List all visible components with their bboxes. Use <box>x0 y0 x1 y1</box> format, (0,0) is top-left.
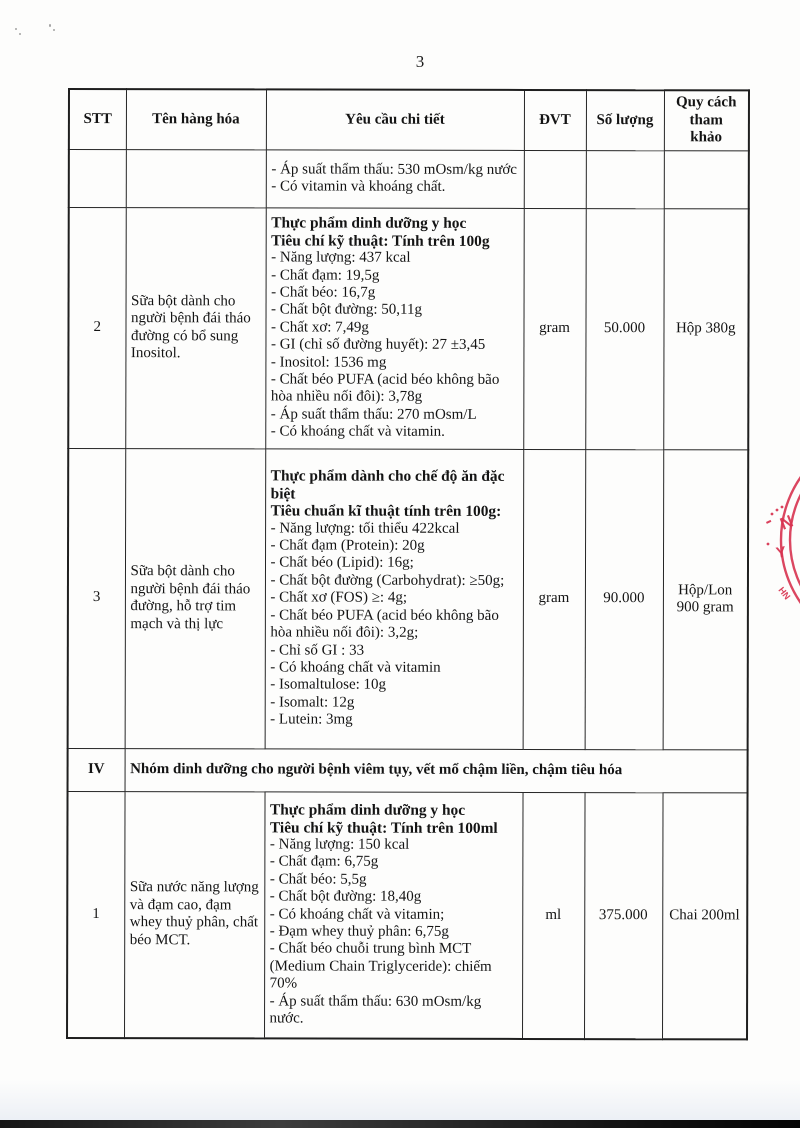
cell-spec <box>663 150 749 209</box>
red-seal-stamp-icon: N Y HN <box>766 476 800 604</box>
detail-lines: - Áp suất thẩm thấu: 530 mOsm/kg nước - C… <box>271 161 518 196</box>
cell-stt <box>68 149 126 208</box>
detail-line: - Áp suất thẩm thấu: 270 mOsm/L <box>270 406 477 423</box>
scan-speck <box>49 24 51 27</box>
table-row: 2 Sữa bột dành cho người bệnh đái tháo đ… <box>68 207 749 450</box>
cell-quantity: 375.000 <box>584 792 663 1040</box>
cell-details: Thực phẩm dành cho chế độ ăn đặc biệt Tiê… <box>264 448 524 749</box>
table-row: - Áp suất thẩm thấu: 530 mOsm/kg nước - C… <box>68 149 749 209</box>
cell-unit: gram <box>522 448 586 750</box>
detail-line: - Có khoáng chất và vitamin. <box>270 423 445 441</box>
header-yeu-cau-chi-tiet: Yêu cầu chi tiết <box>265 89 524 150</box>
detail-line: Tiêu chuẩn kĩ thuật tính trên 100g: <box>270 502 502 521</box>
detail-line: - Chất bột đường: 18,40g <box>269 888 422 905</box>
svg-text:Y: Y <box>775 543 788 561</box>
table-header-row: STT Tên hàng hóa Yêu cầu chi tiết ĐVT Số… <box>68 89 749 151</box>
detail-line: - Chất béo (Lipid): 16g; <box>270 554 414 572</box>
detail-line: - Chất đạm: 6,75g <box>269 853 379 870</box>
cell-unit: gram <box>523 207 586 450</box>
detail-line: - Năng lượng: 437 kcal <box>271 249 411 266</box>
cell-product-name: Sữa bột dành cho người bệnh đái tháo đườ… <box>124 448 266 749</box>
cell-details: Thực phẩm dinh dưỡng y học Tiêu chí kỹ th… <box>265 207 524 449</box>
cell-quantity <box>585 150 664 209</box>
header-ten-hang-hoa: Tên hàng hóa <box>125 89 266 150</box>
scan-speck <box>53 29 55 31</box>
detail-line: - Chất xơ (FOS) ≥: 4g; <box>270 589 408 607</box>
cell-product-name: Sữa nước năng lượng và đạm cao, đạm whey… <box>124 791 265 1039</box>
section-title: Nhóm dinh dưỡng cho người bệnh viêm tụy,… <box>124 748 748 793</box>
detail-line: - Chất béo PUFA (acid béo không bão hòa … <box>270 607 499 641</box>
detail-line: - Có khoáng chất và vitamin <box>270 659 441 676</box>
svg-text:HN: HN <box>776 585 792 601</box>
table-row: 3 Sữa bột dành cho người bệnh đái tháo đ… <box>67 448 749 750</box>
cell-quantity: 50.000 <box>585 208 664 450</box>
detail-line: Thực phẩm dành cho chế độ ăn đặc biệt <box>270 467 505 503</box>
table-row: 1 Sữa nước năng lượng và đạm cao, đạm wh… <box>67 791 748 1040</box>
detail-line: - Chất béo PUFA (acid béo không bão hòa … <box>270 371 500 406</box>
header-quy-cach-label: Quy cách tham khảo <box>675 94 737 146</box>
cell-stt: 2 <box>68 207 126 449</box>
detail-line: - Áp suất thẩm thấu: 530 mOsm/kg nước <box>271 161 517 178</box>
page-number: 3 <box>415 52 425 71</box>
detail-line: - Inositol: 1536 mg <box>270 354 387 371</box>
header-dvt: ĐVT <box>523 89 586 151</box>
detail-line: - Chất bột đường: 50,11g <box>271 301 422 319</box>
detail-line: Tiêu chí kỹ thuật: Tính trên 100g <box>271 232 490 250</box>
detail-line: - Chỉ số GI : 33 <box>270 641 365 659</box>
cell-stt: 1 <box>67 791 125 1039</box>
scan-speck <box>19 33 21 35</box>
detail-line: - Chất bột đường (Carbohydrat): ≥50g; <box>270 572 505 589</box>
detail-line: - Isomalt: 12g <box>270 694 355 711</box>
detail-line: Thực phẩm dinh dưỡng y học <box>269 801 466 819</box>
cell-quantity: 90.000 <box>584 449 664 750</box>
cell-details: - Áp suất thẩm thấu: 530 mOsm/kg nước - C… <box>265 149 524 208</box>
scan-speck <box>15 28 17 30</box>
detail-line: Tiêu chí kỹ thuật: Tính trên 100ml <box>269 818 498 837</box>
cell-spec: Chai 200ml <box>662 792 748 1040</box>
detail-line: - Lutein: 3mg <box>270 711 353 728</box>
detail-lines: Thực phẩm dinh dưỡng y học Tiêu chí kỹ th… <box>270 802 517 1029</box>
detail-line: - Năng lượng: tối thiểu 422kcal <box>270 520 460 537</box>
detail-line: - Isomaltulose: 10g <box>270 676 387 693</box>
scan-edge-bar <box>0 1120 800 1128</box>
section-number: IV <box>67 748 125 792</box>
scan-shadow-band <box>0 1080 800 1120</box>
detail-line: - Chất béo: 5,5g <box>269 871 367 888</box>
detail-line: - Đạm whey thuỷ phân: 6,75g <box>269 923 449 940</box>
cell-product-name <box>125 149 266 208</box>
cell-spec: Hộp 380g <box>663 208 749 450</box>
section-header-row: IV Nhóm dinh dưỡng cho người bệnh viêm t… <box>67 748 748 793</box>
cell-details: Thực phẩm dinh dưỡng y học Tiêu chí kỹ th… <box>264 791 523 1039</box>
spec-table: STT Tên hàng hóa Yêu cầu chi tiết ĐVT Số… <box>66 88 750 1041</box>
detail-line: - Chất đạm: 19,5g <box>271 267 380 284</box>
detail-line: - Có khoáng chất và vitamin; <box>269 905 445 923</box>
detail-line: - Chất xơ: 7,49g <box>270 319 369 336</box>
detail-line: - Áp suất thẩm thấu: 630 mOsm/kg nước. <box>269 993 482 1027</box>
detail-line: - Chất đạm (Protein): 20g <box>270 537 425 554</box>
header-stt: STT <box>68 89 126 150</box>
detail-line: - Chất béo chuỗi trung bình MCT (Medium … <box>269 940 492 992</box>
cell-unit <box>523 149 586 209</box>
header-so-luong: Số lượng <box>585 90 664 151</box>
header-quy-cach: Quy cách tham khảo <box>663 90 749 151</box>
detail-line: - GI (chỉ số đường huyết): 27 ±3,45 <box>270 336 486 354</box>
detail-lines: Thực phẩm dành cho chế độ ăn đặc biệt Tiê… <box>270 468 518 730</box>
cell-product-name: Sữa bột dành cho người bệnh đái tháo đườ… <box>125 207 266 449</box>
cell-stt: 3 <box>67 448 126 749</box>
detail-line: Thực phẩm dinh dưỡng y học <box>271 214 467 233</box>
detail-lines: Thực phẩm dinh dưỡng y học Tiêu chí kỹ th… <box>271 215 518 442</box>
cell-unit: ml <box>522 791 585 1040</box>
cell-spec: Hộp/Lon 900 gram <box>662 449 749 750</box>
detail-line: - Có vitamin và khoáng chất. <box>271 178 446 195</box>
detail-line: - Chất béo: 16,7g <box>271 284 376 301</box>
detail-line: - Năng lượng: 150 kcal <box>269 836 410 853</box>
